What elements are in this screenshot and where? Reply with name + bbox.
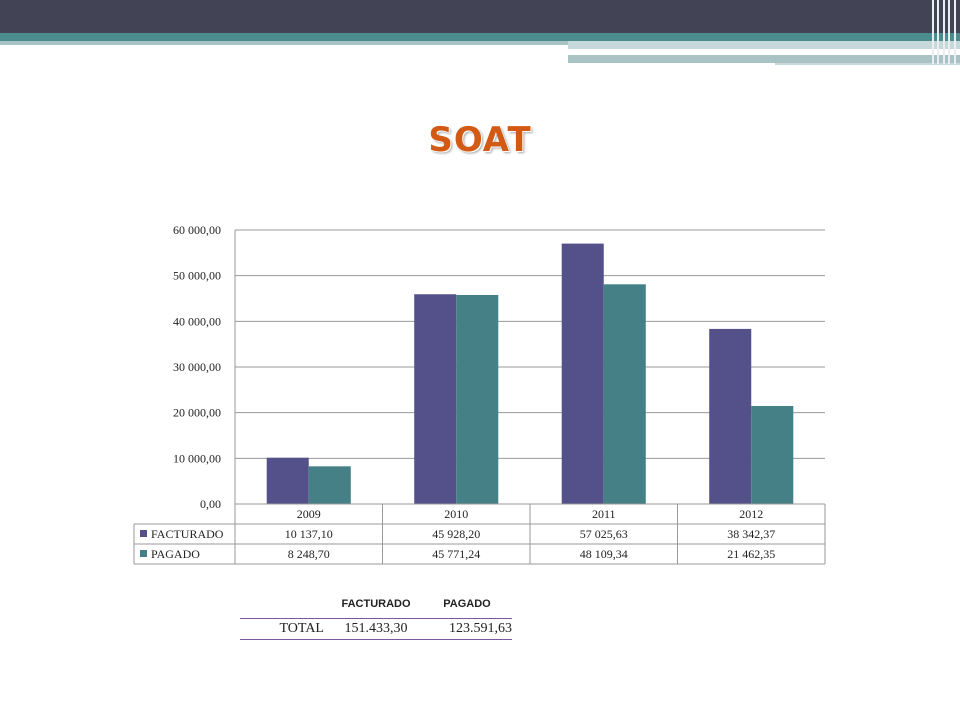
legend-key-pagado: [140, 550, 147, 557]
bar-pagado-2012: [751, 405, 794, 504]
accent-stripe: [0, 33, 960, 41]
accent-stripe: [568, 55, 960, 63]
data-table-value: 38 342,37: [727, 527, 775, 541]
y-tick-label: 50 000,00: [173, 269, 221, 283]
bar-pagado-2011: [603, 284, 646, 504]
accent-stripe: [568, 52, 888, 54]
y-tick-label: 40 000,00: [173, 314, 221, 328]
totals-header-row: FACTURADO PAGADO: [240, 596, 512, 619]
decorative-lines: [928, 0, 960, 64]
x-category-label: 2010: [444, 507, 468, 521]
data-table-value: 21 462,35: [727, 547, 775, 561]
legend-label: PAGADO: [151, 547, 200, 561]
y-tick-label: 10 000,00: [173, 451, 221, 465]
legend-label: FACTURADO: [151, 527, 224, 541]
legend-key-facturado: [140, 530, 147, 537]
accent-stripe: [568, 41, 960, 49]
total-facturado: 151.433,30: [330, 618, 422, 640]
data-table-value: 57 025,63: [580, 527, 628, 541]
x-category-label: 2011: [592, 507, 616, 521]
data-table-value: 10 137,10: [285, 527, 333, 541]
totals-table: FACTURADO PAGADO TOTAL 151.433,30 123.59…: [240, 596, 512, 640]
total-pagado: 123.591,63: [422, 618, 512, 640]
y-tick-label: 60 000,00: [173, 223, 221, 237]
data-table-value: 45 928,20: [432, 527, 480, 541]
data-table-value: 48 109,34: [580, 547, 628, 561]
data-table-value: 8 248,70: [288, 547, 330, 561]
y-tick-label: 0,00: [200, 497, 221, 511]
data-table-value: 45 771,24: [432, 547, 480, 561]
bar-facturado-2010: [414, 294, 457, 504]
bar-pagado-2010: [456, 294, 499, 504]
totals-header-facturado: FACTURADO: [341, 598, 411, 610]
totals-header-pagado: PAGADO: [443, 598, 491, 610]
x-category-label: 2012: [739, 507, 763, 521]
y-tick-label: 20 000,00: [173, 406, 221, 420]
x-category-label: 2009: [297, 507, 321, 521]
top-bar: [0, 0, 960, 33]
bar-pagado-2009: [308, 466, 351, 504]
bar-facturado-2009: [266, 457, 309, 504]
slide-title: SOAT: [428, 120, 532, 160]
accent-stripe: [775, 63, 960, 65]
totals-row: TOTAL 151.433,30 123.591,63: [240, 618, 512, 640]
y-tick-label: 30 000,00: [173, 360, 221, 374]
accent-stripe: [0, 41, 568, 45]
totals-row-label: TOTAL: [240, 618, 330, 640]
bar-facturado-2011: [561, 243, 604, 505]
bar-facturado-2012: [709, 328, 752, 504]
